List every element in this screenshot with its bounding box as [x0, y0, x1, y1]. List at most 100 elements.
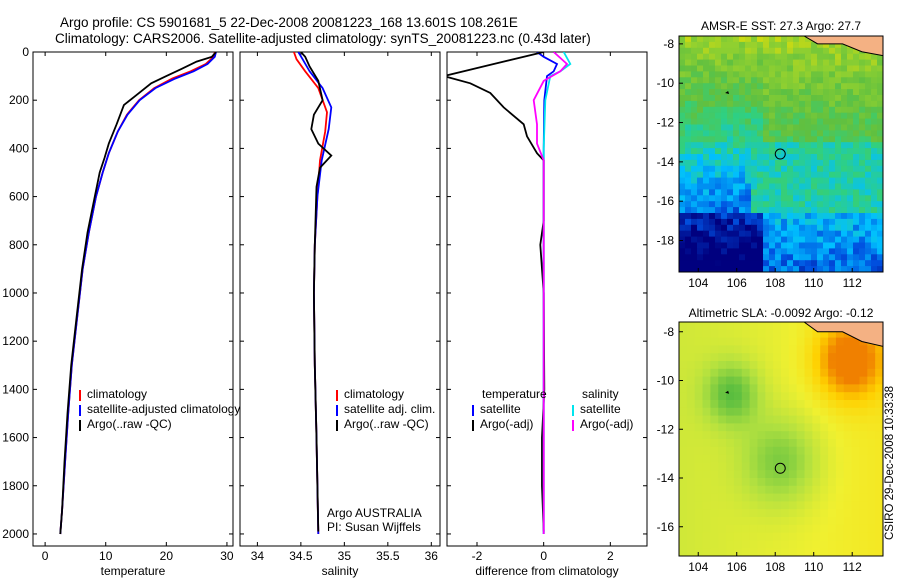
map-cell	[686, 322, 696, 331]
map-cell	[841, 213, 848, 220]
map-cell	[823, 124, 830, 131]
map-cell	[757, 53, 764, 61]
map-cell	[859, 207, 866, 214]
map-cell	[702, 407, 711, 417]
map-cell	[828, 548, 837, 556]
map-cell	[847, 242, 854, 249]
map-cell	[749, 439, 759, 448]
map-cell	[871, 248, 878, 255]
map-cell	[843, 400, 853, 409]
map-cell	[781, 478, 790, 487]
map-cell	[805, 230, 812, 238]
map-cell	[851, 415, 861, 424]
map-cell	[685, 248, 692, 255]
map-cell	[781, 248, 788, 255]
map-cell	[841, 65, 848, 72]
map-cell	[841, 195, 848, 202]
map-cell	[823, 100, 830, 108]
map-cell	[757, 462, 766, 471]
map-cell	[703, 148, 710, 155]
map-cell	[709, 254, 716, 261]
map-cell	[694, 361, 704, 370]
map-cell	[709, 130, 716, 137]
map-cell	[853, 77, 860, 84]
map-cell	[721, 65, 728, 72]
map-cell	[781, 322, 790, 331]
map-cell	[788, 329, 798, 339]
map-cell	[679, 446, 688, 456]
map-cell	[835, 224, 842, 232]
map-cell	[781, 112, 788, 120]
map-cell	[691, 41, 698, 49]
map-cell	[751, 41, 758, 49]
map-cell	[739, 242, 746, 249]
map-cell	[709, 159, 716, 167]
map-cell	[805, 36, 812, 43]
map-cell	[799, 254, 806, 261]
map-cell	[765, 478, 774, 487]
map-cell	[793, 124, 800, 131]
map-cell	[765, 454, 774, 463]
map-y-tick-label: -8	[663, 37, 674, 51]
map-cell	[853, 224, 860, 232]
map-cell	[769, 248, 776, 255]
map-cell	[745, 47, 752, 55]
map-cell	[726, 478, 735, 487]
map-cell	[811, 218, 818, 226]
map-cell	[829, 189, 836, 196]
map-cell	[796, 384, 806, 393]
map-cell	[823, 95, 830, 102]
map-cell	[823, 112, 830, 120]
map-cell	[847, 177, 854, 185]
y-tick-label: 1600	[2, 431, 29, 445]
map-cell	[685, 59, 692, 67]
map-cell	[835, 431, 845, 440]
map-cell	[835, 470, 845, 479]
map-cell	[775, 207, 782, 214]
map-cell	[679, 130, 686, 137]
map-cell	[817, 177, 824, 185]
map-cell	[829, 95, 836, 102]
plot-frame	[32, 51, 234, 547]
map-cell	[733, 493, 743, 502]
map-cell	[847, 77, 854, 84]
map-cell	[710, 431, 719, 440]
map-cell	[715, 183, 722, 190]
map-cell	[859, 118, 866, 126]
map-cell	[739, 100, 746, 108]
map-cell	[757, 242, 764, 249]
map-cell	[799, 207, 806, 214]
map-cell	[749, 509, 759, 518]
map-cell	[820, 345, 829, 354]
map-cell	[685, 130, 692, 137]
map-cell	[853, 266, 860, 272]
map-cell	[851, 470, 861, 479]
map-cell	[691, 177, 698, 185]
map-cell	[718, 439, 727, 448]
map-cell	[733, 337, 743, 346]
map-cell	[710, 540, 719, 549]
map-cell	[853, 242, 860, 249]
map-cell	[817, 159, 824, 167]
map-cell	[718, 353, 727, 362]
map-cell	[726, 345, 735, 354]
map-cell	[823, 71, 830, 78]
map-cell	[835, 142, 842, 149]
map-cell	[829, 183, 836, 190]
map-cell	[679, 400, 688, 409]
map-cell	[875, 462, 883, 471]
map-cell	[745, 65, 752, 72]
map-cell	[745, 254, 752, 261]
map-cell	[718, 517, 727, 526]
map-cell	[804, 361, 813, 370]
map-cell	[804, 439, 813, 448]
map-cell	[739, 95, 746, 102]
map-cell	[853, 59, 860, 67]
map-cell	[871, 171, 878, 179]
map-cell	[751, 59, 758, 67]
map-cell	[691, 254, 698, 261]
map-cell	[853, 218, 860, 226]
map-cell	[765, 384, 774, 393]
map-cell	[733, 236, 740, 244]
map-cell	[685, 171, 692, 179]
